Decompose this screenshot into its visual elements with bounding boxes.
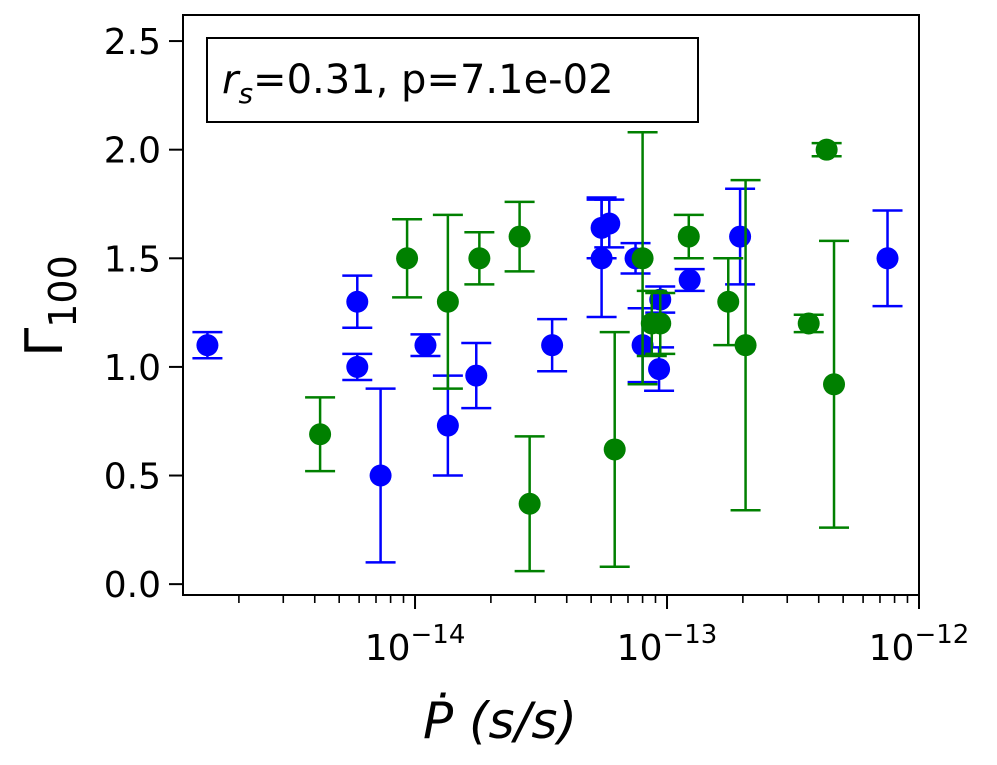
y-tick-label: 0.0	[104, 565, 161, 606]
data-point	[677, 225, 700, 248]
data-point	[876, 247, 899, 270]
axis-ticks: 0.0 0.5 1.0 1.5 2.0 2.5 10−14 10−13 10−12	[104, 22, 970, 669]
data-point	[649, 312, 672, 335]
data-point	[717, 290, 740, 313]
data-point	[369, 464, 392, 487]
annotation-var: r	[222, 57, 241, 103]
data-point	[590, 247, 613, 270]
annotation-frame	[206, 37, 699, 123]
data-point	[518, 492, 541, 515]
plot-frame	[182, 14, 920, 596]
series-green	[305, 131, 850, 573]
y-tick-label: 0.5	[104, 457, 161, 498]
data-point	[436, 414, 459, 437]
x-tick-label: 10−14	[365, 620, 466, 669]
data-point	[815, 138, 838, 161]
data-point	[346, 290, 369, 313]
data-point	[508, 225, 531, 248]
data-point	[823, 373, 846, 396]
data-series	[192, 131, 903, 573]
data-point	[309, 423, 332, 446]
data-point	[603, 438, 626, 461]
annotation-sub: s	[238, 77, 253, 110]
x-tick-label: 10−13	[617, 620, 718, 669]
series-blue	[192, 187, 903, 564]
y-tick-label: 1.0	[104, 348, 161, 389]
annotation-value: =0.31, p=7.1e-02	[253, 57, 613, 103]
y-tick-label: 1.5	[104, 239, 161, 280]
x-axis-label: Ṗ (s/s)	[423, 692, 577, 750]
data-point	[396, 247, 419, 270]
y-axis-label-sub: 100	[41, 255, 85, 328]
x-tick-label: 10−12	[869, 620, 970, 669]
data-point	[196, 334, 219, 357]
svg-text:Γ100: Γ100	[15, 255, 85, 357]
y-axis-label: Γ100	[15, 255, 85, 357]
y-tick-label: 2.0	[104, 131, 161, 172]
data-point	[598, 212, 621, 235]
y-tick-label: 2.5	[104, 22, 161, 63]
data-point	[648, 358, 671, 381]
data-point	[541, 334, 564, 357]
data-point	[678, 269, 701, 292]
data-point	[734, 334, 757, 357]
data-point	[436, 290, 459, 313]
data-point	[729, 225, 752, 248]
data-point	[631, 247, 654, 270]
data-point	[468, 247, 491, 270]
data-point	[465, 364, 488, 387]
data-point	[797, 312, 820, 335]
data-point	[414, 334, 437, 357]
data-point	[346, 355, 369, 378]
y-axis-label-main: Γ	[15, 328, 75, 357]
annotation-box: rs=0.31, p=7.1e-02	[206, 37, 699, 123]
annotation-text: rs=0.31, p=7.1e-02	[222, 57, 614, 110]
